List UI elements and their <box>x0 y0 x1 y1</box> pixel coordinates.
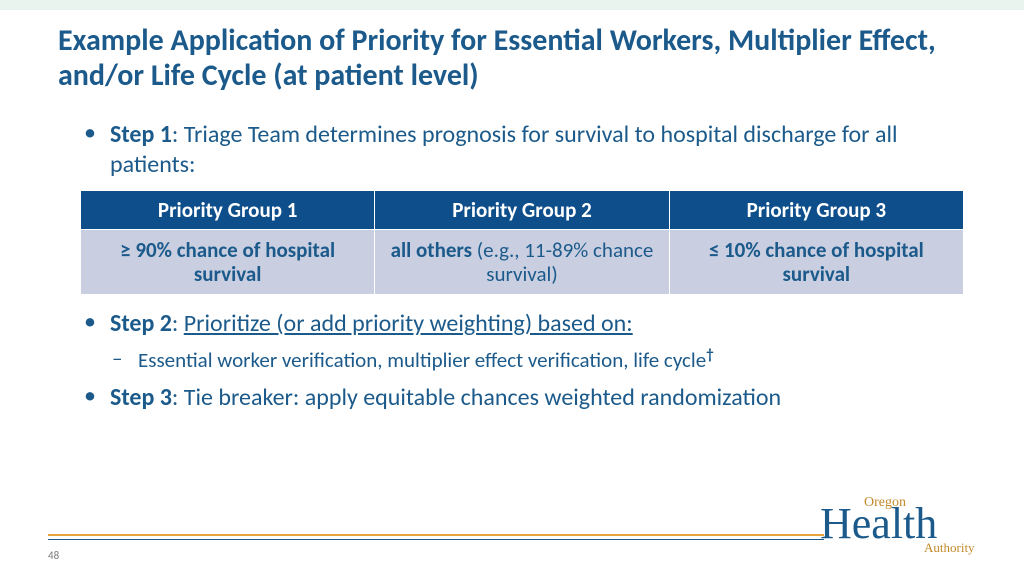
slide-body: Step 1: Triage Team determines prognosis… <box>80 120 964 423</box>
step-2: Step 2: Prioritize (or add priority weig… <box>80 309 964 373</box>
footer-rule-thin <box>48 539 824 540</box>
table-header-1: Priority Group 1 <box>81 191 375 230</box>
table-cell-1: ≥ 90% chance of hospital survival <box>81 230 375 295</box>
page-number: 48 <box>48 549 59 562</box>
step-3: Step 3: Tie breaker: apply equitable cha… <box>80 383 964 413</box>
step-1-text: : Triage Team determines prognosis for s… <box>110 120 897 179</box>
step-1-label: Step 1 <box>110 120 172 149</box>
logo-main-text: Health <box>820 499 937 548</box>
logo-sub-text: Authority <box>924 540 975 555</box>
step-1: Step 1: Triage Team determines prognosis… <box>80 120 964 180</box>
table-header-2: Priority Group 2 <box>375 191 669 230</box>
table-header-3: Priority Group 3 <box>669 191 963 230</box>
table-cell-3: ≤ 10% chance of hospital survival <box>669 230 963 295</box>
top-accent-bar <box>0 0 1024 10</box>
step-2-sub: Essential worker verification, multiplie… <box>110 345 964 373</box>
priority-table: Priority Group 1 Priority Group 2 Priori… <box>80 190 964 295</box>
step-2-underlined: Prioritize (or add priority weighting) b… <box>184 309 633 338</box>
oregon-health-authority-logo: Oregon Health Authority <box>820 488 990 558</box>
step-2-colon: : <box>172 309 184 338</box>
slide: Example Application of Priority for Esse… <box>0 0 1024 576</box>
step-3-text: : Tie breaker: apply equitable chances w… <box>172 383 781 412</box>
slide-title: Example Application of Priority for Esse… <box>58 24 964 93</box>
table-cell-2: all others (e.g., 11-89% chance survival… <box>375 230 669 295</box>
step-2-label: Step 2 <box>110 309 172 338</box>
step-3-label: Step 3 <box>110 383 172 412</box>
dagger: † <box>706 345 713 363</box>
footer-rule <box>48 534 824 536</box>
